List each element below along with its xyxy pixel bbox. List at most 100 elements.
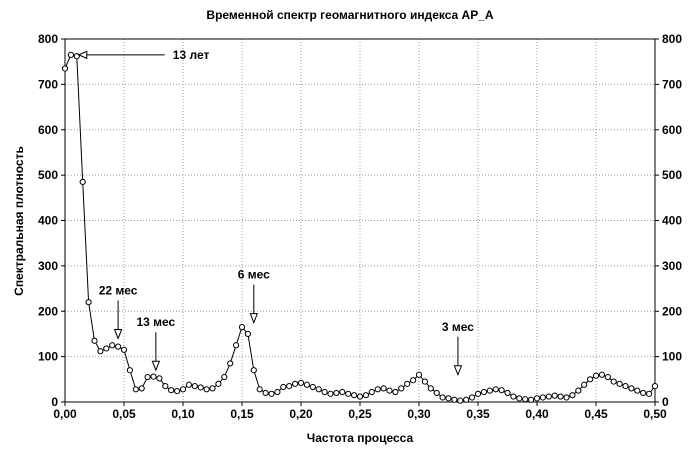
data-point: [197, 384, 204, 391]
data-point: [427, 385, 434, 392]
data-point: [115, 343, 122, 350]
data-point: [162, 383, 169, 390]
data-point: [640, 389, 647, 397]
data-point: [85, 299, 92, 306]
annotation-label: 22 мес: [99, 283, 138, 297]
y-tick-label-right: 800: [662, 32, 682, 46]
y-tick-label-left: 700: [38, 77, 58, 91]
data-point: [215, 380, 222, 387]
data-point: [551, 392, 558, 399]
data-point: [646, 390, 653, 397]
data-point: [126, 367, 133, 374]
data-point: [327, 390, 334, 397]
y-tick-label-left: 200: [38, 304, 58, 318]
data-point: [533, 395, 541, 402]
x-tick-label: 0,15: [230, 407, 254, 421]
y-tick-label-right: 700: [662, 77, 682, 91]
data-point: [179, 386, 187, 393]
y-tick-label-left: 0: [51, 395, 58, 409]
data-point: [392, 388, 399, 396]
data-point: [268, 390, 275, 397]
data-point: [156, 375, 163, 382]
y-tick-label-left: 800: [38, 32, 58, 46]
data-point: [292, 380, 299, 387]
data-point: [575, 387, 582, 394]
data-point: [522, 396, 529, 403]
data-point: [256, 386, 263, 393]
data-point: [280, 383, 287, 391]
data-point: [132, 386, 139, 393]
data-point: [168, 387, 175, 394]
data-point: [321, 388, 328, 396]
data-point: [598, 371, 606, 378]
data-point: [404, 380, 411, 387]
data-point: [345, 390, 352, 397]
data-point: [539, 394, 547, 401]
data-point: [557, 393, 564, 400]
annotation-label: 13 мес: [136, 315, 175, 329]
data-point: [433, 389, 440, 397]
y-tick-label-right: 400: [662, 214, 682, 228]
data-point: [79, 178, 86, 186]
data-point: [238, 324, 246, 331]
x-tick-label: 0,00: [53, 407, 77, 421]
data-point: [250, 367, 257, 374]
x-tick-label: 0,45: [584, 407, 608, 421]
data-point: [174, 388, 181, 395]
x-tick-label: 0,50: [643, 407, 667, 421]
x-axis-label: Частота процесса: [306, 431, 414, 445]
data-point: [492, 386, 499, 393]
data-point: [286, 383, 293, 390]
data-point: [604, 373, 611, 381]
data-point: [415, 371, 423, 378]
data-point: [581, 381, 588, 388]
data-point: [374, 386, 381, 393]
data-point: [309, 383, 316, 391]
y-tick-label-right: 500: [662, 168, 682, 182]
data-point: [227, 360, 234, 367]
data-point: [91, 337, 98, 344]
data-point: [150, 373, 157, 380]
data-point: [457, 397, 464, 404]
data-point: [410, 377, 417, 384]
data-point: [528, 396, 535, 403]
data-point: [569, 392, 576, 399]
data-point: [297, 379, 305, 387]
data-point: [545, 393, 552, 400]
annotation-arrowhead: [77, 50, 88, 60]
data-point: [616, 380, 623, 387]
data-point: [351, 392, 358, 399]
data-point: [651, 383, 659, 390]
x-tick-label: 0,10: [171, 407, 195, 421]
data-point: [103, 345, 110, 352]
data-point: [67, 51, 75, 58]
data-point: [185, 381, 192, 388]
data-point: [368, 388, 375, 396]
x-tick-label: 0,30: [407, 407, 431, 421]
annotation-label: 3 мес: [442, 320, 474, 334]
data-point: [138, 385, 145, 392]
data-point: [109, 342, 116, 349]
data-point: [97, 348, 104, 355]
data-point: [451, 396, 458, 403]
data-point: [362, 392, 369, 399]
data-point: [244, 330, 251, 338]
data-point: [510, 393, 517, 400]
data-point: [592, 372, 600, 379]
data-point: [480, 388, 487, 396]
data-point: [61, 65, 69, 72]
data-point: [262, 389, 269, 397]
data-point: [315, 386, 322, 393]
data-point: [203, 386, 210, 393]
data-point: [333, 389, 340, 397]
y-tick-label-left: 400: [38, 214, 58, 228]
data-point: [516, 395, 523, 402]
data-point: [445, 395, 452, 402]
data-point: [498, 387, 505, 394]
data-point: [463, 396, 470, 403]
data-point: [386, 387, 393, 394]
x-tick-label: 0,40: [525, 407, 549, 421]
data-point: [439, 394, 446, 401]
y-tick-label-left: 100: [38, 350, 58, 364]
